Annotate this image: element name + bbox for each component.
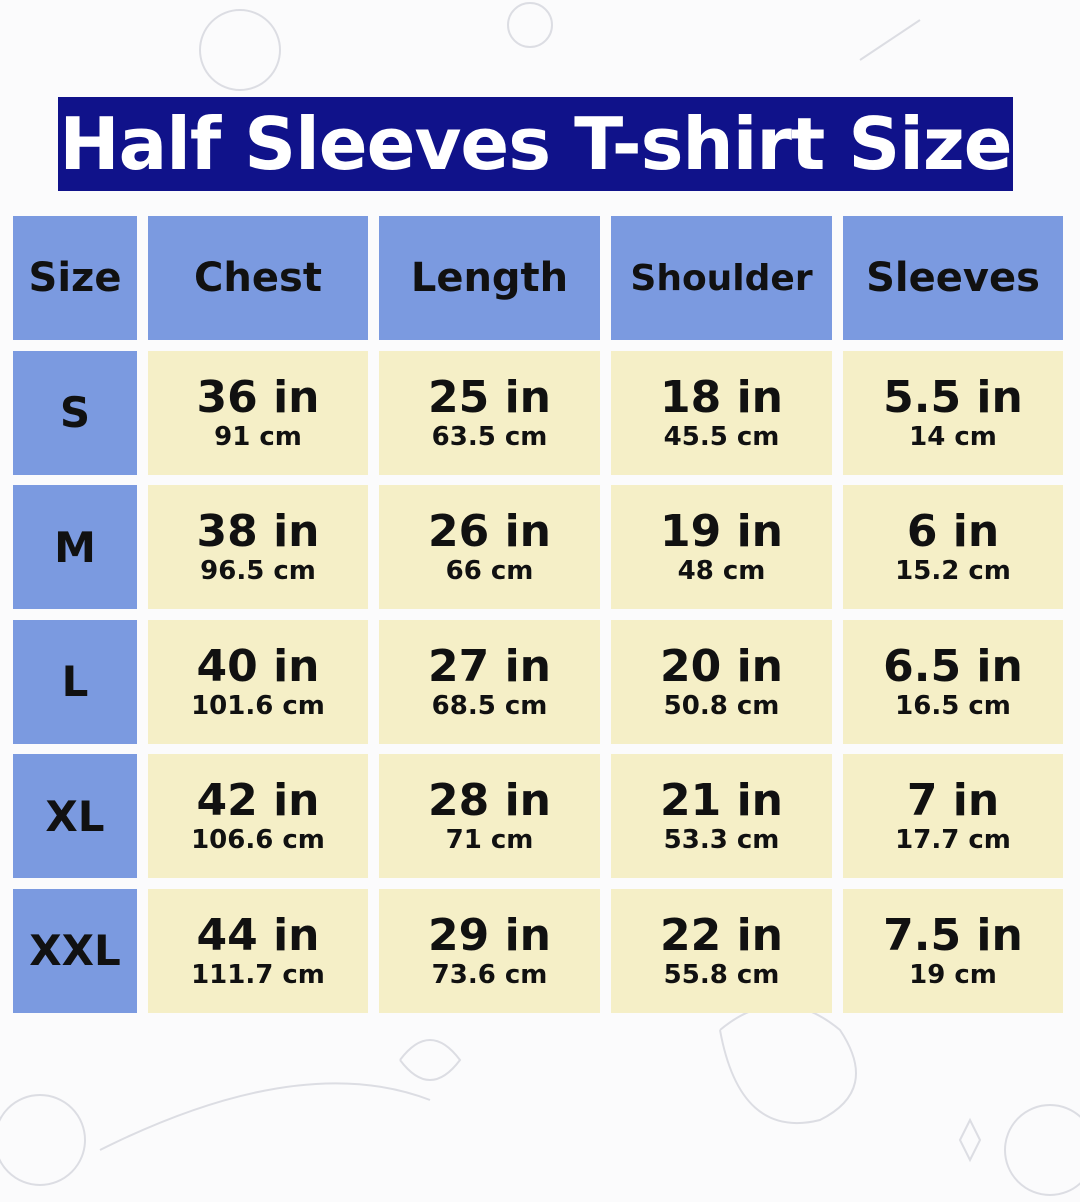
measurement-cell: 7.5 in 19 cm	[843, 888, 1063, 1013]
measurement-cell: 42 in 106.6 cm	[148, 754, 368, 878]
inches-value: 18 in	[660, 371, 783, 423]
inches-value: 40 in	[196, 640, 320, 692]
size-label-xxl: XXL	[13, 888, 137, 1013]
size-table: Size Chest Length Shoulder Sleeves S 36 in 91 c…	[13, 216, 1063, 1013]
inches-value: 26 in	[428, 506, 551, 557]
measurement-cell: 26 in 66 cm	[379, 485, 600, 609]
measurement-cell: 44 in 111.7 cm	[148, 888, 368, 1013]
measurement-cell: 21 in 53.3 cm	[611, 754, 832, 878]
cm-value: 63.5 cm	[431, 421, 548, 452]
measurement-cell: 29 in 73.6 cm	[379, 888, 600, 1013]
column-header-length: Length	[379, 216, 600, 340]
inches-value: 38 in	[196, 506, 320, 557]
cm-value: 73.6 cm	[431, 959, 548, 990]
cm-value: 16.5 cm	[895, 690, 1011, 721]
cm-value: 48 cm	[677, 556, 766, 586]
column-header-chest: Chest	[148, 216, 368, 340]
inches-value: 7.5 in	[883, 909, 1023, 961]
measurement-cell: 6.5 in 16.5 cm	[843, 619, 1063, 744]
size-label-s: S	[13, 350, 137, 475]
cm-value: 53.3 cm	[663, 825, 780, 855]
inches-value: 42 in	[196, 775, 320, 826]
cm-value: 55.8 cm	[663, 959, 780, 990]
inches-value: 25 in	[428, 371, 551, 423]
inches-value: 21 in	[660, 775, 783, 826]
page-title: Half Sleeves T-shirt Size	[58, 97, 1013, 191]
cm-value: 111.7 cm	[191, 959, 325, 990]
inches-value: 6.5 in	[883, 640, 1023, 692]
column-header-sleeves: Sleeves	[843, 216, 1063, 340]
inches-value: 7 in	[906, 775, 1000, 826]
cm-value: 50.8 cm	[663, 690, 780, 721]
cm-value: 96.5 cm	[200, 556, 316, 586]
measurement-cell: 19 in 48 cm	[611, 485, 832, 609]
measurement-cell: 28 in 71 cm	[379, 754, 600, 878]
measurement-cell: 7 in 17.7 cm	[843, 754, 1063, 878]
inches-value: 19 in	[660, 506, 783, 557]
cm-value: 68.5 cm	[431, 690, 548, 721]
cm-value: 106.6 cm	[191, 825, 325, 855]
cm-value: 17.7 cm	[895, 825, 1011, 855]
measurement-cell: 6 in 15.2 cm	[843, 485, 1063, 609]
inches-value: 22 in	[660, 909, 783, 961]
inches-value: 20 in	[660, 640, 783, 692]
inches-value: 28 in	[428, 775, 551, 826]
measurement-cell: 40 in 101.6 cm	[148, 619, 368, 744]
cm-value: 19 cm	[909, 959, 997, 990]
measurement-cell: 36 in 91 cm	[148, 350, 368, 475]
cm-value: 45.5 cm	[663, 421, 780, 452]
size-label-xl: XL	[13, 754, 137, 878]
inches-value: 27 in	[428, 640, 551, 692]
inches-value: 44 in	[196, 909, 320, 961]
cm-value: 91 cm	[214, 421, 302, 452]
cm-value: 101.6 cm	[191, 690, 325, 721]
inches-value: 5.5 in	[883, 371, 1023, 423]
measurement-cell: 27 in 68.5 cm	[379, 619, 600, 744]
measurement-cell: 20 in 50.8 cm	[611, 619, 832, 744]
column-header-size: Size	[13, 216, 137, 340]
size-label-l: L	[13, 619, 137, 744]
measurement-cell: 25 in 63.5 cm	[379, 350, 600, 475]
size-label-m: M	[13, 485, 137, 609]
cm-value: 66 cm	[445, 556, 534, 586]
column-header-shoulder: Shoulder	[611, 216, 832, 340]
cm-value: 14 cm	[909, 421, 997, 452]
measurement-cell: 18 in 45.5 cm	[611, 350, 832, 475]
measurement-cell: 22 in 55.8 cm	[611, 888, 832, 1013]
measurement-cell: 5.5 in 14 cm	[843, 350, 1063, 475]
inches-value: 36 in	[196, 371, 320, 423]
inches-value: 29 in	[428, 909, 551, 961]
cm-value: 71 cm	[445, 825, 534, 855]
cm-value: 15.2 cm	[895, 556, 1011, 586]
measurement-cell: 38 in 96.5 cm	[148, 485, 368, 609]
inches-value: 6 in	[906, 506, 1000, 557]
